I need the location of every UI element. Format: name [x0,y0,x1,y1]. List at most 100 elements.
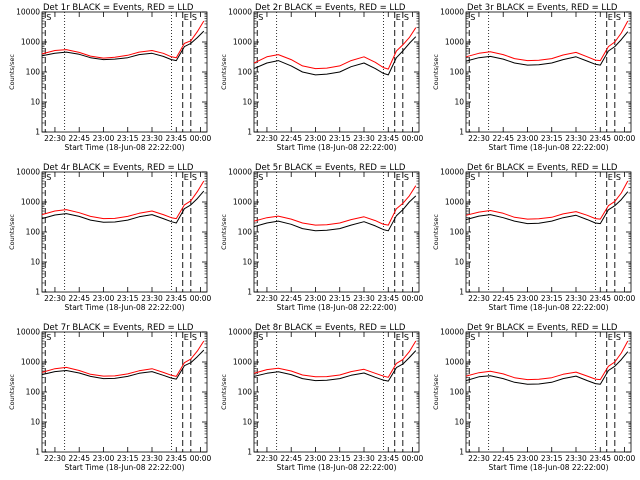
x-tick-label: 23:45 [165,134,187,143]
y-tick-label: 1000 [445,198,464,207]
event-marker-label: S [192,13,197,22]
x-tick-label: 23:45 [377,294,399,303]
x-tick-label: 23:15 [541,134,563,143]
x-tick-label: 23:15 [117,294,139,303]
y-tick-label: 100 [238,388,253,397]
y-tick-label: 100 [26,68,41,77]
y-tick-label: 100 [238,228,253,237]
x-tick-label: 23:45 [589,294,611,303]
panel-5: Det 5r BLACK = Events, RED = LLD 1 10 100 10… [220,163,424,312]
panel-7: Det 7r BLACK = Events, RED = LLD 1 10 100 10… [8,323,212,472]
y-tick-label: 100 [450,228,465,237]
x-tick-label: 23:00 [517,134,539,143]
event-marker-label: E [396,173,401,182]
y-tick-label: 100 [26,228,41,237]
series-line-black [253,195,417,232]
x-tick-label: 23:15 [329,294,351,303]
y-tick-label: 100 [26,388,41,397]
y-tick-label: 10000 [228,8,252,17]
y-tick-label: 1 [247,128,252,137]
y-axis-label: Counts/sec [220,54,228,90]
event-marker-label: S [470,173,475,182]
series-line-red [41,180,205,220]
plot-frame [465,331,632,453]
x-tick-label: 23:30 [353,294,375,303]
y-tick-label: 1 [459,288,464,297]
panel-2: Det 2r BLACK = Events, RED = LLD 1 10 100 10… [220,3,424,152]
panel-title: Det 9r BLACK = Events, RED = LLD [467,323,618,333]
x-tick-label: 23:15 [329,454,351,463]
event-marker-label: S [616,13,621,22]
y-tick-label: 1 [35,288,40,297]
y-tick-label: 1000 [233,358,252,367]
y-tick-label: 1000 [445,358,464,367]
y-tick-label: 10000 [440,8,464,17]
panel-title: Det 4r BLACK = Events, RED = LLD [43,163,194,173]
panel-4: Det 4r BLACK = Events, RED = LLD 1 10 100 10… [8,163,212,312]
x-tick-label: 22:30 [256,294,278,303]
plot-frame [253,11,420,133]
x-tick-label: 23:45 [165,294,187,303]
event-marker-label: S [616,173,621,182]
y-tick-label: 1000 [233,198,252,207]
panel-title: Det 5r BLACK = Events, RED = LLD [255,163,406,173]
event-marker-label: E [396,13,401,22]
series-line-red [465,340,629,381]
y-tick-label: 10 [30,258,40,267]
panel-title: Det 1r BLACK = Events, RED = LLD [43,3,194,13]
panel-8: Det 8r BLACK = Events, RED = LLD 1 10 100 10… [220,323,424,472]
x-axis-label: Start Time (18-Jun-08 22:22:00) [489,143,609,152]
x-tick-label: 22:45 [492,294,514,303]
x-tick-label: 23:30 [353,454,375,463]
x-tick-label: 23:00 [305,134,327,143]
panel-title: Det 6r BLACK = Events, RED = LLD [467,163,618,173]
x-tick-label: 23:30 [141,454,163,463]
x-axis-label: Start Time (18-Jun-08 22:22:00) [65,143,185,152]
x-tick-label: 22:30 [468,454,490,463]
event-marker-label: S [46,333,51,342]
plot-frame [465,11,632,133]
plot-frame [41,11,208,133]
panel-title: Det 2r BLACK = Events, RED = LLD [255,3,406,13]
series-line-black [41,190,205,224]
event-marker-label: E [396,333,401,342]
series-line-red [465,180,629,220]
y-tick-label: 10000 [16,168,40,177]
event-marker-label: S [258,13,263,22]
event-marker-label: S [470,333,475,342]
y-axis-label: Counts/sec [432,214,440,250]
x-tick-label: 23:30 [565,134,587,143]
y-axis-label: Counts/sec [432,374,440,410]
x-tick-label: 22:30 [468,134,490,143]
event-marker-label: S [470,13,475,22]
plot-frame [41,331,208,453]
event-marker-label: S [404,13,409,22]
y-tick-label: 1 [247,288,252,297]
x-axis-label: Start Time (18-Jun-08 22:22:00) [277,143,397,152]
x-tick-label: 23:30 [141,294,163,303]
y-axis-label: Counts/sec [220,374,228,410]
y-tick-label: 10000 [228,168,252,177]
series-line-black [465,351,629,385]
y-axis-label: Counts/sec [8,214,16,250]
y-tick-label: 1 [459,128,464,137]
x-tick-label: 00:00 [190,294,212,303]
x-tick-label: 23:45 [589,454,611,463]
panel-title: Det 7r BLACK = Events, RED = LLD [43,323,194,333]
series-line-black [41,30,205,62]
x-tick-label: 23:15 [117,134,139,143]
panel-6: Det 6r BLACK = Events, RED = LLD 1 10 100 10… [432,163,636,312]
y-tick-label: 1000 [445,38,464,47]
series-line-red [465,20,629,62]
x-axis-label: Start Time (18-Jun-08 22:22:00) [65,463,185,472]
x-tick-label: 23:00 [93,134,115,143]
y-tick-label: 100 [238,68,253,77]
x-tick-label: 23:30 [141,134,163,143]
y-tick-label: 10 [454,258,464,267]
plot-frame [253,331,420,453]
y-tick-label: 1 [247,448,252,457]
y-tick-label: 1 [35,128,40,137]
event-marker-label: S [46,173,51,182]
series-line-red [253,185,417,226]
y-tick-label: 10 [242,258,252,267]
